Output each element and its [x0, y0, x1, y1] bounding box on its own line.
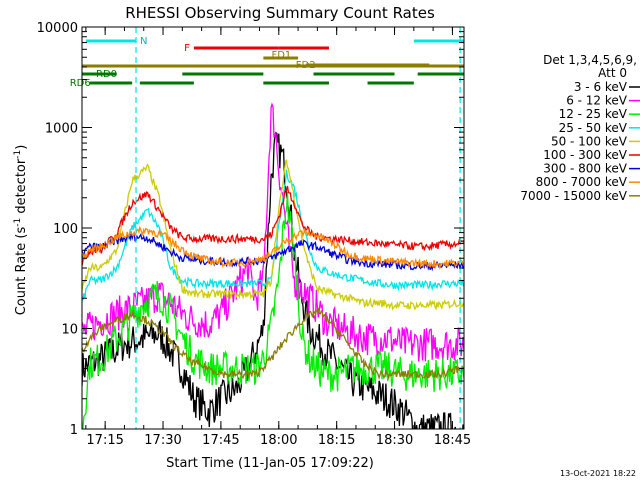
- x-tick-label: 17:15: [86, 433, 123, 448]
- legend-header-detectors: Det 1,3,4,5,6,9,: [543, 53, 637, 67]
- flag-label: RD6: [70, 78, 91, 89]
- series-line: [82, 191, 464, 429]
- flag-label: F: [184, 43, 190, 54]
- series-line: [82, 169, 464, 301]
- y-tick-label: 100: [53, 222, 78, 237]
- series-line: [82, 159, 464, 311]
- series-line: [82, 230, 464, 272]
- y-axis-ticks: 1 10 100 1000 10000: [37, 21, 464, 438]
- x-tick-label: 17:30: [144, 433, 181, 448]
- x-tick-label: 18:30: [376, 433, 413, 448]
- series-line: [82, 131, 464, 429]
- legend-entry: 7000 - 15000 keV: [520, 189, 627, 203]
- y-tick-label: 10: [61, 323, 78, 338]
- legend-entry: 12 - 25 keV: [559, 107, 628, 121]
- y-tick-label: 10000: [37, 21, 78, 36]
- series-line: [82, 225, 464, 271]
- cyan-flag-label: N: [140, 36, 147, 47]
- x-tick-label: 17:45: [202, 433, 239, 448]
- x-axis-label: Start Time (11-Jan-05 17:09:22): [166, 456, 374, 471]
- legend-entry: 50 - 100 keV: [551, 134, 628, 148]
- legend-entry: 25 - 50 keV: [559, 121, 628, 135]
- x-tick-label: 18:15: [318, 433, 355, 448]
- flag-label: RD0: [96, 69, 117, 80]
- flag-bars: NFFD1FD2RD0RD6: [70, 36, 464, 89]
- footer-date: 13-Oct-2021 18:22: [560, 469, 636, 478]
- x-axis-ticks: 17:15 17:30 17:45 18:00 18:15 18:30 18:45: [85, 27, 471, 448]
- legend-entry: 100 - 300 keV: [543, 148, 627, 162]
- legend-entry: 300 - 800 keV: [543, 162, 627, 176]
- legend-entry: 6 - 12 keV: [566, 94, 628, 108]
- y-tick-label: 1000: [45, 122, 78, 137]
- y-axis-label: Count Rate (s-1 detector-1): [13, 145, 29, 316]
- y-tick-label: 1: [70, 423, 78, 438]
- series-lines: [82, 102, 464, 429]
- legend-entry: 800 - 7000 keV: [536, 175, 628, 189]
- flag-label: FD1: [271, 50, 291, 61]
- legend-header-attenuator: Att 0: [598, 66, 627, 80]
- legend-entry: 3 - 6 keV: [574, 80, 628, 94]
- x-tick-label: 18:45: [434, 433, 471, 448]
- series-line: [82, 307, 464, 381]
- x-tick-label: 18:00: [260, 433, 297, 448]
- series-line: [82, 185, 464, 266]
- chart-title: RHESSI Observing Summary Count Rates: [125, 4, 435, 22]
